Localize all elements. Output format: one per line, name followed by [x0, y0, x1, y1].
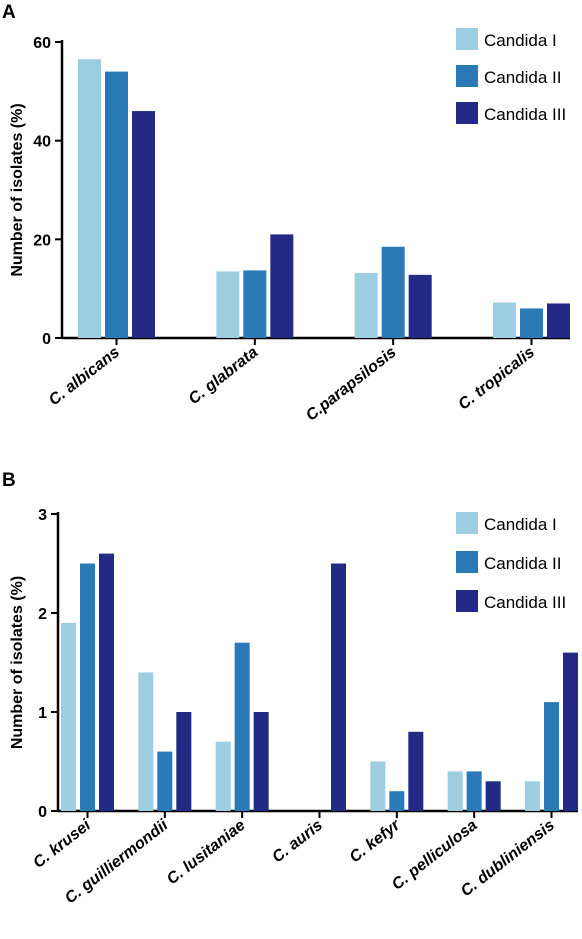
panel-label-b: B [2, 470, 16, 491]
category-label: C.parapsilosis [303, 344, 400, 425]
bar [408, 274, 432, 338]
y-tick-label: 60 [33, 35, 51, 52]
legend-swatch [456, 28, 478, 50]
bar [270, 234, 294, 338]
y-tick-label: 3 [38, 507, 47, 524]
bar [381, 246, 405, 338]
bar [493, 302, 516, 338]
bar [157, 751, 173, 811]
legend-label: Candida II [484, 554, 562, 573]
category-label: C. albicans [46, 344, 123, 409]
legend-label: Candida III [484, 593, 566, 612]
bar [547, 303, 570, 338]
bar [215, 741, 231, 811]
legend-label: Candida II [484, 68, 562, 87]
bar [389, 791, 405, 811]
bar [234, 642, 250, 811]
bar [370, 761, 386, 811]
bar [176, 712, 192, 811]
bar [80, 563, 95, 811]
bar [408, 731, 424, 811]
y-tick-label: 1 [38, 705, 47, 722]
bar [544, 702, 559, 811]
chart-panel-b: B 0 1 2 3 Number of isolates (%) C. krusei C. … [0, 470, 582, 939]
bar [485, 781, 501, 811]
bar [78, 59, 101, 339]
y-tick-label: 0 [38, 804, 47, 821]
bar [132, 111, 155, 338]
legend-swatch [456, 65, 478, 87]
legend-swatch [456, 102, 478, 124]
legend-label: Candida I [484, 515, 557, 534]
bar [466, 771, 482, 811]
bar [253, 712, 269, 811]
bar [138, 672, 154, 811]
category-label: C. glabrata [186, 344, 262, 408]
panel-label-a: A [2, 2, 16, 23]
y-tick-label: 2 [38, 606, 47, 623]
bar [447, 771, 463, 811]
bar-chart-a: 0 20 40 60 Number of isolates (%) C. albicans… [9, 28, 570, 425]
chart-panel-a: A 0 20 40 60 Number of isolates (%) C. albica… [2, 2, 570, 425]
category-label: C. auris [269, 817, 326, 867]
bar [563, 652, 578, 811]
y-axis-title: Number of isolates (%) [9, 576, 26, 749]
category-label: C. tropicalis [455, 344, 538, 414]
y-axis-title: Number of isolates (%) [9, 103, 26, 276]
bar [354, 272, 378, 338]
y-tick-label: 0 [42, 331, 51, 348]
bar [520, 308, 543, 338]
bar [331, 563, 346, 811]
legend-swatch [456, 551, 478, 573]
y-tick-label: 40 [33, 134, 51, 151]
bar [243, 270, 267, 338]
legend-swatch [456, 512, 478, 534]
bar [105, 71, 128, 338]
category-label: C. kefyr [347, 816, 404, 866]
y-tick-label: 20 [33, 232, 51, 249]
bar [61, 622, 76, 811]
legend-label: Candida I [484, 31, 557, 50]
legend-swatch [456, 590, 478, 612]
bar [99, 553, 114, 811]
category-label: C. lusitaniae [164, 817, 249, 888]
bar [216, 271, 240, 338]
bar [525, 781, 540, 811]
legend-label: Candida III [484, 105, 566, 124]
category-label: C. krusei [30, 816, 94, 871]
